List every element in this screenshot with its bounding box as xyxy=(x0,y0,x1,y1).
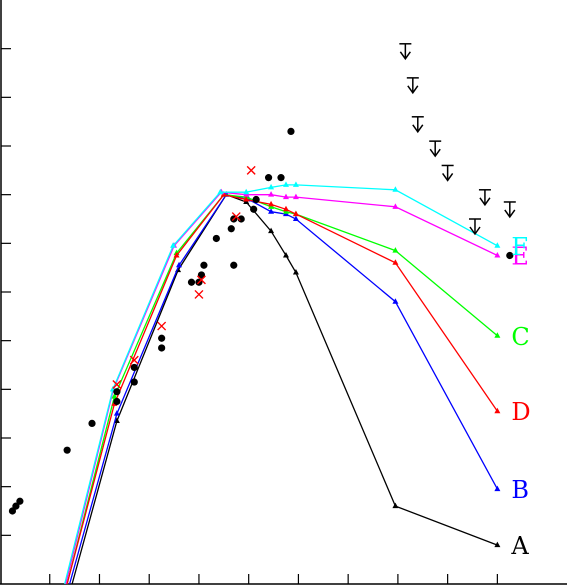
series-line-D xyxy=(66,193,498,585)
observed-point-red xyxy=(129,355,139,365)
observed-point-red xyxy=(112,379,122,389)
observed-point xyxy=(88,419,96,427)
upper-limit-arrow xyxy=(479,197,491,207)
observed-point xyxy=(130,378,138,386)
series-marker-B xyxy=(113,410,120,416)
observed-point xyxy=(158,334,166,342)
upper-limit-arrow xyxy=(429,148,441,158)
observed-point xyxy=(230,261,238,269)
series-marker-F xyxy=(392,186,399,192)
series-marker-A xyxy=(292,269,299,275)
observed-point-red xyxy=(231,212,241,222)
series-marker-B xyxy=(176,261,183,268)
series-marker-B xyxy=(392,298,399,304)
series-marker-E xyxy=(392,203,399,209)
series-marker-F xyxy=(494,242,501,248)
series-marker-D xyxy=(173,252,180,258)
observed-point xyxy=(130,363,138,372)
observed-point xyxy=(12,502,20,510)
series-marker-F xyxy=(292,181,299,187)
observed-point-red xyxy=(246,165,256,175)
series-marker-F xyxy=(243,188,250,195)
series-marker-A xyxy=(282,252,289,258)
series-line-A xyxy=(71,193,498,585)
upper-limit-arrow xyxy=(469,226,481,236)
observed-point-red xyxy=(196,275,206,285)
observed-point xyxy=(287,127,295,135)
series-marker-D xyxy=(494,407,501,414)
series-marker-D xyxy=(292,210,299,217)
series-line-C xyxy=(66,194,498,585)
series-marker-F xyxy=(170,242,177,248)
series-marker-C xyxy=(392,247,399,253)
observed-point xyxy=(63,446,71,454)
series-label-C: C xyxy=(511,323,529,351)
observed-point xyxy=(264,174,273,182)
series-line-E xyxy=(65,191,498,585)
observed-point xyxy=(506,251,514,260)
series-marker-E xyxy=(292,193,299,200)
series-marker-D xyxy=(282,205,289,212)
upper-limit-arrow xyxy=(407,85,419,95)
observed-point xyxy=(212,234,220,243)
series-marker-D xyxy=(268,200,275,207)
observed-point xyxy=(227,225,235,233)
observed-point xyxy=(158,344,166,352)
series-marker-A xyxy=(268,227,275,234)
series-label-B: B xyxy=(511,476,529,504)
upper-limit-arrow xyxy=(442,173,454,182)
observed-point xyxy=(250,205,258,213)
series-marker-F xyxy=(282,181,289,187)
upper-limit-arrow xyxy=(399,51,411,61)
series-marker-B xyxy=(494,485,501,492)
series-marker-C xyxy=(111,393,118,399)
series-marker-E xyxy=(268,191,275,197)
observed-point xyxy=(200,261,208,269)
series-label-A: A xyxy=(510,532,529,560)
observed-point xyxy=(113,397,121,406)
upper-limit-arrow xyxy=(412,124,424,134)
series-layer xyxy=(64,181,501,585)
observed-point xyxy=(237,215,245,223)
observed-point-red xyxy=(194,289,204,299)
observed-point-red xyxy=(157,321,167,331)
series-line-B xyxy=(68,193,498,585)
series-marker-E xyxy=(494,252,501,258)
series-marker-A xyxy=(494,541,501,548)
observed-point xyxy=(16,497,24,505)
series-line-F xyxy=(64,184,498,585)
series-marker-D xyxy=(392,259,399,265)
series-marker-B xyxy=(268,208,275,214)
series-marker-E xyxy=(282,193,289,200)
observed-point xyxy=(113,388,121,396)
series-marker-A xyxy=(392,502,399,509)
observed-point xyxy=(277,174,285,182)
observed-point xyxy=(187,278,196,286)
series-marker-B xyxy=(292,215,299,221)
series-marker-F xyxy=(268,183,275,190)
upper-limit-arrow xyxy=(504,209,516,219)
series-labels: AB C D EF xyxy=(510,233,530,560)
series-marker-F xyxy=(217,188,224,195)
series-marker-D xyxy=(243,196,250,202)
observed-point xyxy=(197,271,206,279)
observations-layer xyxy=(8,43,516,515)
observed-point xyxy=(252,195,260,204)
series-label-E: E xyxy=(511,243,529,271)
series-label-F: F xyxy=(511,233,528,261)
series-label-D: D xyxy=(511,398,530,426)
series-marker-C xyxy=(494,332,501,338)
